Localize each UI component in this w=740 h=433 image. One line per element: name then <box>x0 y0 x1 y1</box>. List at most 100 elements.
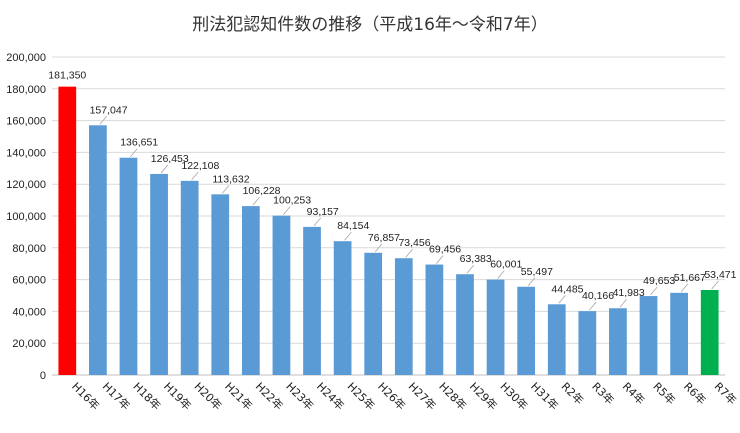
data-label-leader <box>680 283 689 293</box>
x-tick-label: H18年 <box>130 379 163 412</box>
data-label: 106,228 <box>243 185 281 197</box>
bar <box>211 194 230 375</box>
data-label-leader <box>191 171 199 181</box>
bar <box>272 215 291 375</box>
x-tick-label: H31年 <box>528 379 561 412</box>
data-label-leader <box>221 185 230 194</box>
x-tick-label: H23年 <box>283 379 316 412</box>
data-label-leader <box>436 255 444 264</box>
bar <box>456 274 474 375</box>
y-tick-label: 140,000 <box>6 147 46 159</box>
bar <box>150 173 168 375</box>
bar <box>517 286 536 375</box>
x-tick-label: H17年 <box>100 379 133 412</box>
data-label-leader <box>160 164 169 174</box>
data-label-leader <box>313 217 322 227</box>
data-label-leader <box>405 248 413 258</box>
bar <box>425 264 444 375</box>
x-tick-label: H29年 <box>467 379 500 412</box>
data-label: 181,350 <box>48 70 86 82</box>
x-tick-label: R2年 <box>559 379 587 407</box>
data-label: 53,471 <box>704 269 736 281</box>
data-label-leader <box>374 243 383 253</box>
x-tick-label: H24年 <box>314 379 347 412</box>
bar <box>394 258 413 375</box>
x-tick-label: H30年 <box>497 379 530 412</box>
y-tick-label: 0 <box>40 370 46 382</box>
data-label: 63,383 <box>460 253 492 265</box>
data-label: 40,166 <box>582 290 614 302</box>
x-tick-label: H16年 <box>69 379 102 412</box>
y-tick-label: 80,000 <box>12 243 46 255</box>
x-tick-label: H26年 <box>375 379 408 412</box>
bar <box>578 311 597 375</box>
bar <box>486 279 505 375</box>
bar <box>609 308 627 375</box>
x-tick-label: R7年 <box>712 379 740 407</box>
data-label-leader <box>466 264 474 274</box>
data-label: 73,456 <box>398 237 430 249</box>
data-label: 49,653 <box>643 275 675 287</box>
data-label-leader <box>619 298 627 308</box>
y-tick-label: 200,000 <box>6 52 46 64</box>
y-tick-label: 180,000 <box>6 84 46 96</box>
data-label-leader <box>650 286 658 296</box>
data-label: 41,983 <box>613 287 645 299</box>
data-label: 51,667 <box>674 272 706 284</box>
data-label-leader <box>252 196 260 206</box>
x-tick-label: H19年 <box>161 379 194 412</box>
y-tick-label: 40,000 <box>12 306 46 318</box>
data-label-leader <box>344 231 352 241</box>
data-label: 136,651 <box>120 137 158 149</box>
chart-title: 刑法犯認知件数の推移（平成16年～令和7年） <box>192 15 548 35</box>
data-label: 93,157 <box>307 206 339 218</box>
data-label: 157,047 <box>90 104 128 116</box>
x-tick-label: H27年 <box>406 379 439 412</box>
x-tick-label: H25年 <box>344 379 377 412</box>
data-label-leader <box>130 148 138 157</box>
data-label-leader <box>711 280 719 290</box>
data-label: 76,857 <box>368 232 400 244</box>
data-label-leader <box>589 301 597 311</box>
bar <box>58 86 77 375</box>
data-label: 60,001 <box>490 259 522 271</box>
y-tick-label: 100,000 <box>6 211 46 223</box>
x-tick-label: H20年 <box>192 379 225 412</box>
data-label: 113,632 <box>212 173 249 185</box>
x-tick-label: R3年 <box>589 379 617 407</box>
data-label-leader <box>527 277 536 287</box>
y-tick-label: 20,000 <box>12 338 46 350</box>
data-label: 126,453 <box>151 153 189 165</box>
x-tick-label: H21年 <box>222 379 255 412</box>
bar <box>670 292 688 375</box>
data-label-leader <box>99 116 107 125</box>
bar <box>89 125 107 375</box>
y-tick-label: 60,000 <box>12 275 46 287</box>
bar <box>639 296 658 375</box>
x-tick-label: H28年 <box>436 379 469 412</box>
x-tick-label: R4年 <box>620 379 648 407</box>
data-label: 122,108 <box>181 160 219 172</box>
data-label: 69,456 <box>429 244 461 256</box>
data-label: 44,485 <box>551 283 583 295</box>
x-tick-label: H22年 <box>253 379 286 412</box>
data-label: 55,497 <box>521 266 553 278</box>
data-label: 84,154 <box>337 220 369 232</box>
x-tick-label: R5年 <box>650 379 678 407</box>
data-label-leader <box>558 295 566 304</box>
y-tick-label: 160,000 <box>6 116 46 128</box>
y-tick-label: 120,000 <box>6 179 46 191</box>
bar <box>180 180 199 375</box>
data-label-leader <box>283 206 291 215</box>
data-label: 100,253 <box>273 195 311 207</box>
bar <box>241 206 260 375</box>
bar <box>364 252 383 375</box>
bar <box>333 241 352 375</box>
bar <box>547 304 566 375</box>
bar <box>303 226 321 375</box>
bar <box>119 157 138 375</box>
bar <box>700 289 719 375</box>
data-label-leader <box>497 270 505 279</box>
